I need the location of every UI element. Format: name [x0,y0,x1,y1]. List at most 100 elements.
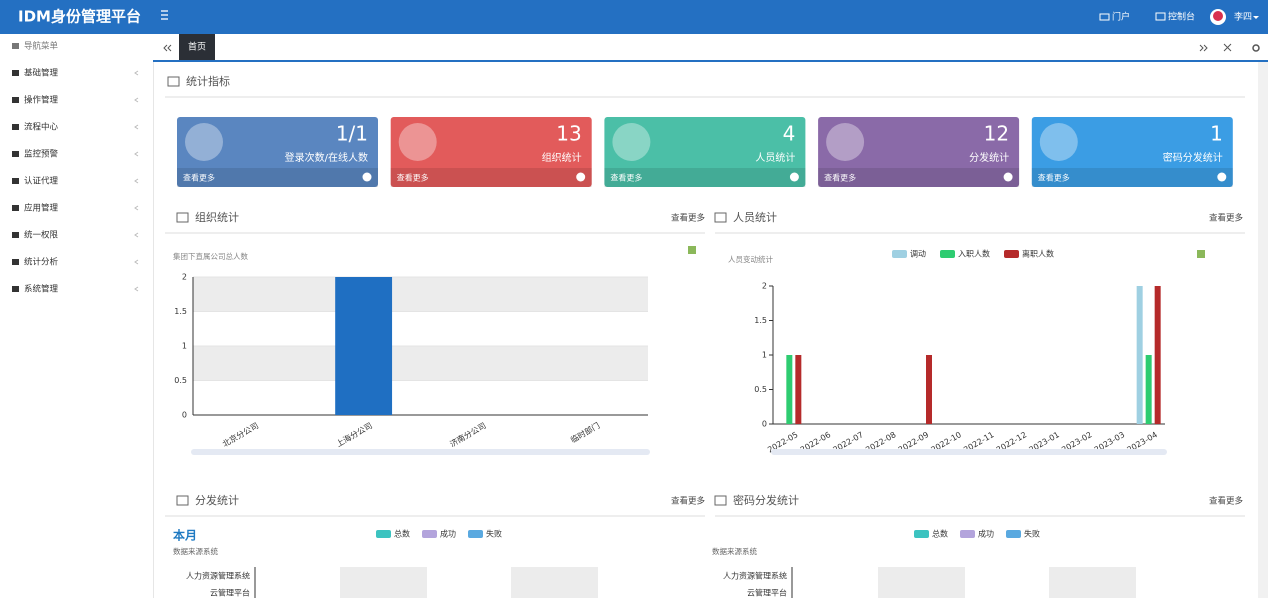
menu-arrow [134,232,139,238]
legend-label[interactable]: 总数 [394,529,410,539]
y-tick-label: 0.5 [174,376,187,385]
grid-band [511,567,598,598]
legend-label[interactable]: 成功 [440,529,456,539]
y-category-label: 人力资源管理系统 [723,571,787,581]
active-tab[interactable] [179,34,215,60]
menu-item[interactable]: 系统管理 [24,284,59,295]
legend-label[interactable]: 总数 [932,529,948,539]
card-more[interactable]: 查看更多 [1038,173,1070,183]
menu-arrow [134,151,139,157]
tab-bar [153,34,1268,62]
section-icon [167,76,180,87]
portal-link[interactable]: 门户 [1112,11,1130,23]
more-link[interactable]: 查看更多 [671,496,706,507]
menu-arrow [134,205,139,211]
x-tick-label: 上海分公司 [334,420,374,449]
sidebar [0,34,154,598]
legend-swatch[interactable] [1006,530,1021,538]
section-title: 统计指标 [186,74,230,88]
card-label: 分发统计 [969,151,1009,164]
legend-label[interactable]: 离职人数 [1022,249,1054,259]
card-more[interactable]: 查看更多 [183,173,215,183]
grid-band [878,567,965,598]
menu-arrow [134,124,139,130]
menu-item[interactable]: 统计分析 [24,257,59,268]
card-more[interactable]: 查看更多 [824,173,856,183]
card-value: 13 [556,122,581,146]
legend-swatch[interactable] [914,530,929,538]
y-tick-label: 2 [182,273,187,282]
legend-swatch[interactable] [468,530,483,538]
save-icon[interactable] [1197,250,1205,258]
card-label: 人员统计 [755,151,795,164]
legend-label[interactable]: 入职人数 [958,249,990,259]
grid-band [193,277,648,312]
card-icon [826,123,865,161]
stat-card[interactable] [1031,117,1233,187]
legend-label[interactable]: 失败 [1024,529,1040,539]
card-arrow [1217,172,1227,182]
stat-card[interactable] [177,117,378,187]
chart-subtitle: 集团下直属公司总人数 [173,251,248,261]
fullscreen[interactable] [1223,43,1232,52]
card-more[interactable]: 查看更多 [610,173,642,183]
more-link[interactable]: 查看更多 [1209,496,1244,507]
tab-next[interactable] [1199,44,1208,52]
legend-label[interactable]: 失败 [486,529,502,539]
menu-icon [12,178,19,184]
settings[interactable] [1252,44,1260,52]
legend-swatch[interactable] [422,530,437,538]
menu-item[interactable]: 基础管理 [24,68,59,79]
bar [1136,286,1143,424]
console-link[interactable]: 控制台 [1168,11,1195,23]
section-icon [176,495,189,506]
menu-item[interactable]: 应用管理 [24,203,59,214]
legend-swatch[interactable] [1004,250,1019,258]
bar [1154,286,1161,424]
card-arrow [1003,172,1013,182]
menu-item[interactable]: 操作管理 [24,95,59,106]
stat-card[interactable] [818,117,1020,187]
card-value: 12 [984,122,1009,146]
stat-card[interactable] [390,117,592,187]
user-menu[interactable]: 李四 [1234,11,1252,23]
card-label: 密码分发统计 [1163,151,1223,164]
legend-swatch[interactable] [892,250,907,258]
card-label: 登录次数/在线人数 [285,151,368,164]
legend-swatch[interactable] [376,530,391,538]
menu-arrow [134,70,139,76]
y-tick-label: 1.5 [174,307,187,316]
more-link[interactable]: 查看更多 [671,213,706,224]
menu-heading: 导航菜单 [24,41,59,52]
tab-prev[interactable] [163,44,172,52]
grid-band [193,346,648,381]
card-more[interactable]: 查看更多 [397,173,429,183]
zoom-slider[interactable] [191,449,650,455]
menu-icon [12,205,19,211]
stat-card[interactable] [604,117,806,187]
menu-item[interactable]: 监控预警 [24,149,59,160]
menu-icon [12,151,19,157]
card-icon [185,123,223,161]
menu-item[interactable]: 认证代理 [24,176,59,187]
section-icon [714,495,727,506]
menu-item[interactable]: 流程中心 [24,122,59,133]
more-link[interactable]: 查看更多 [1209,213,1244,224]
legend-label[interactable]: 调动 [910,249,926,259]
zoom-slider[interactable] [771,449,1167,455]
legend-swatch[interactable] [960,530,975,538]
avatar-pin [1213,11,1223,21]
menu-icon [12,259,19,265]
save-icon[interactable] [688,246,696,254]
card-footer [1031,168,1233,187]
section-icon [176,212,189,223]
bar [1145,355,1152,424]
menu-item[interactable]: 统一权限 [24,230,59,241]
legend-swatch[interactable] [940,250,955,258]
section-icon [714,212,727,223]
y-category-label: 云管理平台 [747,588,787,598]
y-category-label: 云管理平台 [210,588,250,598]
card-arrow [576,172,586,182]
legend-label[interactable]: 成功 [978,529,994,539]
